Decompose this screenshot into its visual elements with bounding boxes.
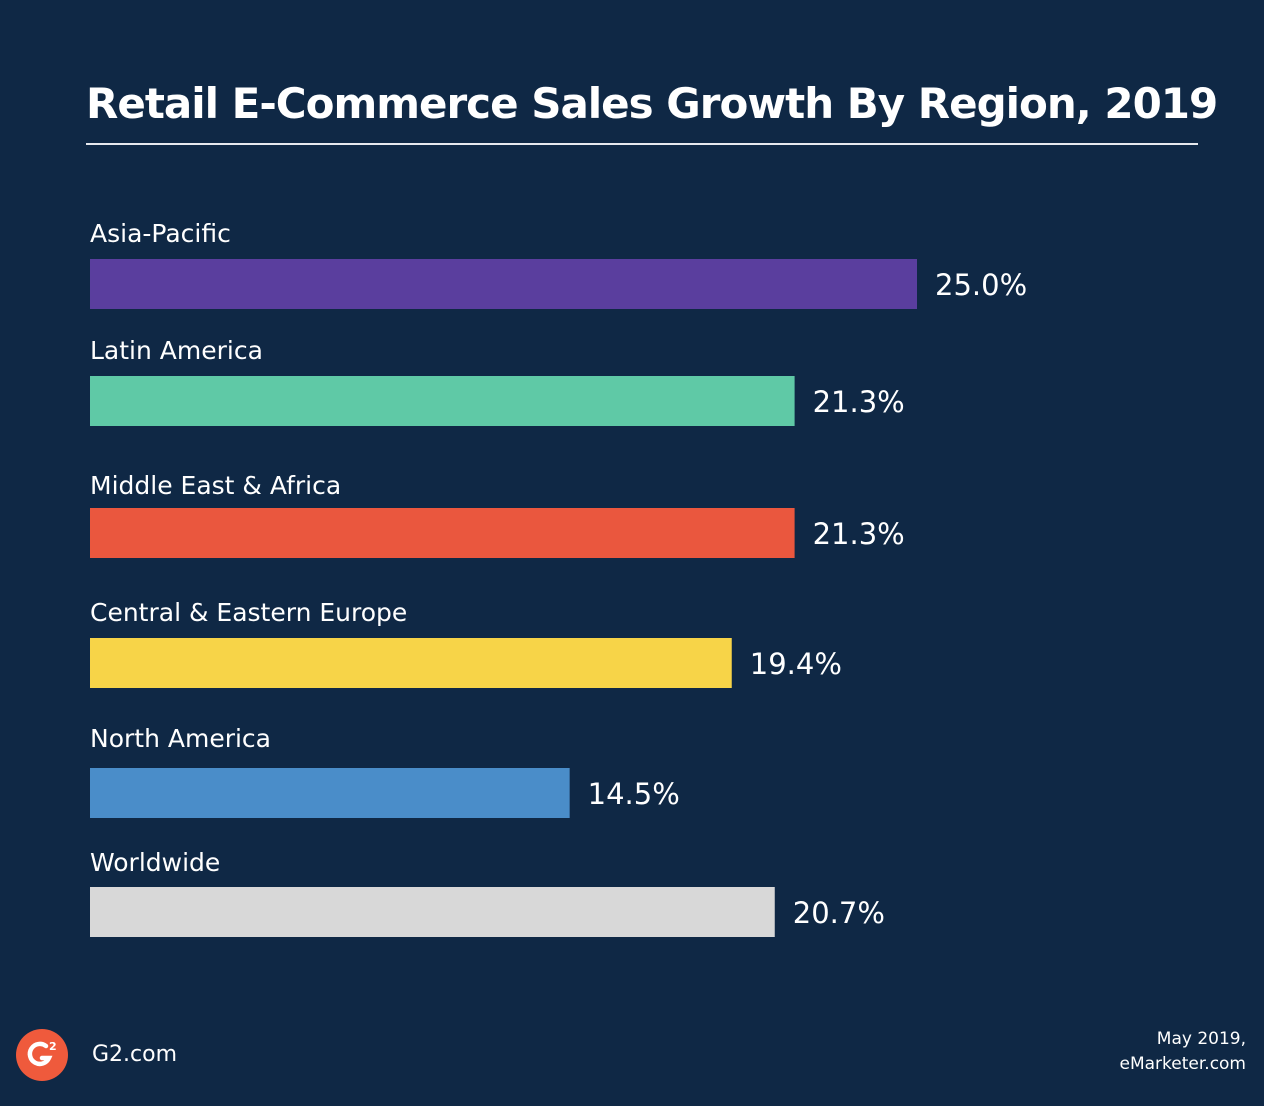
brand-name: G2.com [92, 1042, 178, 1067]
category-label: Latin America [90, 336, 263, 365]
svg-text:2: 2 [49, 1040, 57, 1053]
category-label: Middle East & Africa [90, 471, 341, 500]
title-divider [86, 143, 1198, 145]
category-label: Central & Eastern Europe [90, 598, 407, 627]
value-label: 20.7% [793, 896, 885, 930]
value-label: 14.5% [588, 777, 680, 811]
bar [90, 259, 917, 309]
value-label: 21.3% [813, 385, 905, 419]
source-site: eMarketer.com [1119, 1054, 1247, 1074]
category-label: Asia-Pacific [90, 219, 231, 248]
bar [90, 638, 732, 688]
bar [90, 376, 795, 426]
category-label: North America [90, 724, 271, 753]
value-label: 25.0% [935, 268, 1027, 302]
bar [90, 887, 775, 937]
category-label: Worldwide [90, 848, 220, 877]
value-label: 19.4% [750, 647, 842, 681]
g2-logo-icon: 2 [16, 1029, 68, 1081]
value-label: 21.3% [813, 517, 905, 551]
bar [90, 508, 795, 558]
bar [90, 768, 570, 818]
source-date: May 2019, [1156, 1029, 1246, 1049]
source-note: May 2019, eMarketer.com [1120, 1027, 1247, 1077]
chart-title: Retail E-Commerce Sales Growth By Region… [86, 79, 1218, 128]
